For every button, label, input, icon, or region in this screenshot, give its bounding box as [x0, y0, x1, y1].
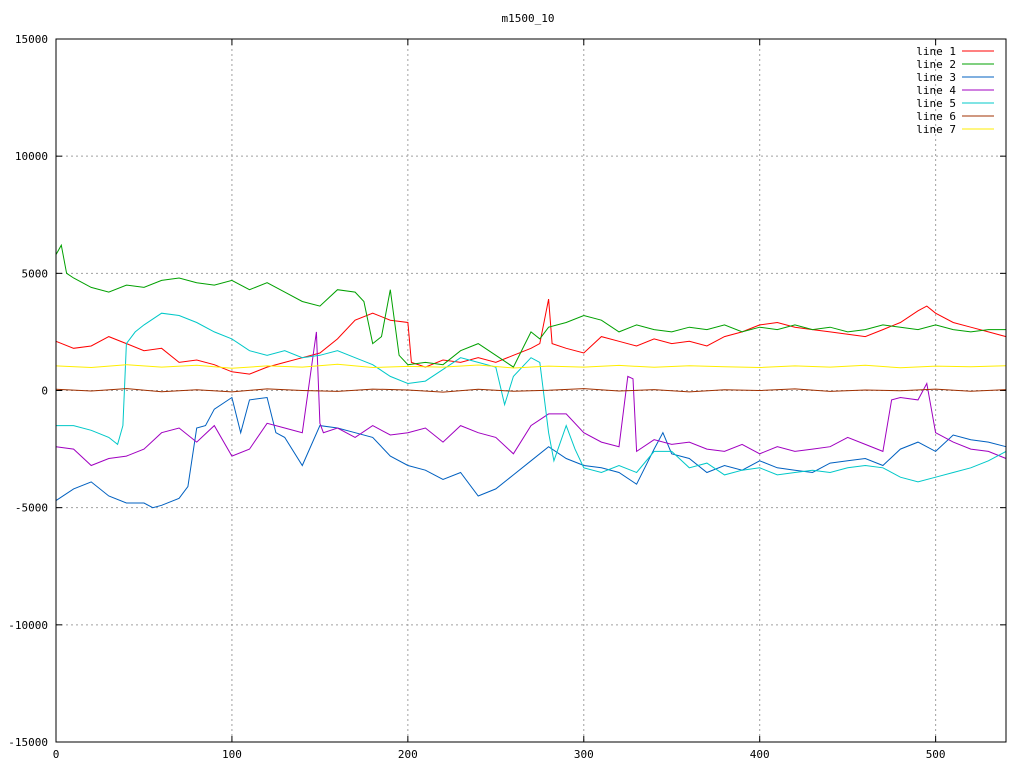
series-line-4-line — [55, 331, 1007, 467]
x-tick-label: 400 — [750, 748, 770, 761]
data-series — [55, 243, 1007, 509]
x-tick-label: 100 — [222, 748, 242, 761]
legend-label: line 1 — [916, 45, 956, 58]
legend-label: line 2 — [916, 58, 956, 71]
y-tick-label: 0 — [41, 385, 48, 398]
x-tick-label: 200 — [398, 748, 418, 761]
series-line-3-line — [55, 396, 1007, 509]
series-line-7-line — [55, 363, 1007, 369]
legend-label: line 4 — [916, 84, 956, 97]
y-tick-label: -10000 — [8, 619, 48, 632]
series-line-6-line — [55, 388, 1007, 393]
y-tick-label: 10000 — [15, 150, 48, 163]
series-line-1-line — [55, 299, 1007, 375]
axes: 0 100 200 300 400 500 -15000 -10000 -5000 0 5000 10… — [8, 33, 1006, 761]
series-line-5-line — [56, 312, 1007, 483]
chart-title: m1500_10 — [502, 12, 555, 25]
y-tick-label: -15000 — [8, 736, 48, 749]
y-tick-label: -5000 — [15, 502, 48, 515]
x-tick-label: 500 — [926, 748, 946, 761]
legend-label: line 7 — [916, 123, 956, 136]
y-tick-label: 15000 — [15, 33, 48, 46]
legend-label: line 6 — [916, 110, 956, 123]
x-tick-label: 0 — [53, 748, 60, 761]
plot-frame — [55, 38, 1007, 743]
y-tick-label: 5000 — [22, 267, 49, 280]
legend-label: line 5 — [916, 97, 956, 110]
legend-label: line 3 — [916, 71, 956, 84]
series-line-2-line — [55, 243, 1006, 368]
x-tick-label: 300 — [574, 748, 594, 761]
